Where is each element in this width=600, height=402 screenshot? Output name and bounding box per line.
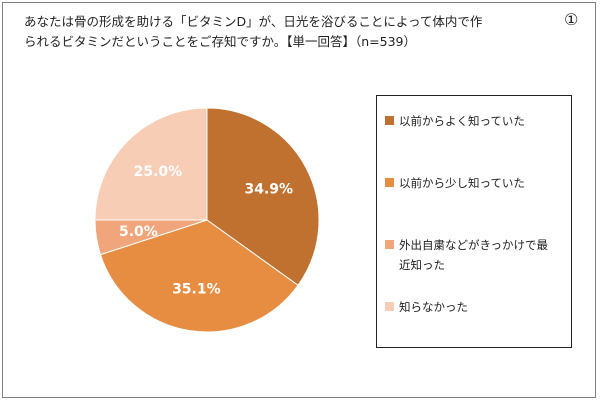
legend: 以前からよく知っていた 以前から少し知っていた 外出自粛などがきっかけで最 近知… [376,95,572,348]
legend-label: 知らなかった [399,300,468,314]
pie-label-0: 34.9% [244,181,293,197]
pie-slice-0 [206,107,320,286]
legend-label: 以前から少し知っていた [399,176,525,190]
pie-label-1: 35.1% [172,282,221,298]
page-number: ① [564,10,579,29]
pie-label-3: 25.0% [134,164,183,180]
question-text: あなたは骨の形成を助ける「ビタミンD」が、日光を浴びることによって体内で作 られ… [24,12,534,52]
question-line-2: られるビタミンだということをご存知ですか。【単一回答】（n=539） [24,34,417,49]
legend-swatch [385,116,394,125]
legend-label-line-2: 近知った [399,258,445,272]
legend-swatch [385,302,394,311]
pie-label-2: 5.0% [119,224,158,240]
pie-slice-3 [94,107,208,221]
legend-label: 外出自粛などがきっかけで最 [399,238,549,252]
legend-swatch [385,240,394,249]
pie-slice-1 [99,219,299,333]
legend-label: 以前からよく知っていた [399,114,525,128]
question-line-1: あなたは骨の形成を助ける「ビタミンD」が、日光を浴びることによって体内で作 [24,14,483,29]
legend-swatch [385,178,394,187]
